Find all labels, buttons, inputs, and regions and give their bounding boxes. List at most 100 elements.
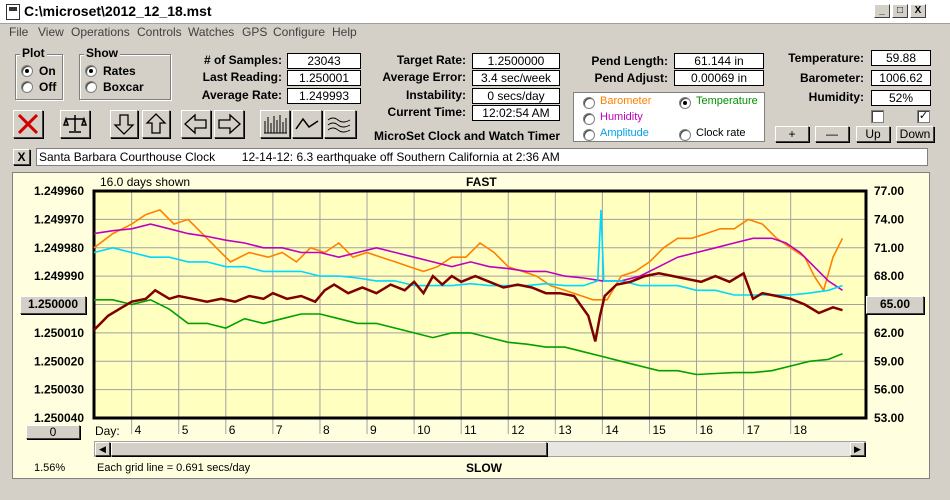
pend-adjust-value: 0.00069 in (674, 70, 764, 86)
line-wave-icon (295, 117, 319, 130)
center-rate-button[interactable]: 1.250000 (20, 296, 86, 314)
x-tick-label: 5 (182, 423, 189, 437)
menu-operations[interactable]: Operations (71, 25, 130, 39)
humidity-label: Humidity: (808, 90, 864, 104)
y-left-tick-label: 1.250030 (34, 383, 84, 397)
average-rate-value: 1.249993 (287, 88, 361, 104)
y-right-tick-label: 56.00 (874, 383, 904, 397)
humidity-radio[interactable] (583, 113, 595, 125)
show-boxcar-radio[interactable] (85, 81, 97, 93)
current-time-label: Current Time: (387, 105, 466, 119)
current-time-value: 12:02:54 AM (472, 105, 560, 121)
x-tick-label: 4 (135, 423, 142, 437)
arrow-down-icon (113, 114, 135, 135)
up-arrow-button[interactable] (142, 110, 170, 138)
instability-value: 0 secs/day (472, 88, 560, 104)
clock-rate-radio[interactable] (679, 129, 691, 141)
x-tick-label: 16 (700, 423, 714, 437)
average-rate-label: Average Rate: (201, 88, 282, 102)
histogram-button[interactable] (260, 110, 290, 138)
checkbox-1[interactable] (871, 110, 884, 123)
menu-controls[interactable]: Controls (137, 25, 182, 39)
menu-help[interactable]: Help (332, 25, 357, 39)
minus-button[interactable]: — (815, 126, 849, 142)
plot-on-label: On (39, 64, 56, 78)
target-rate-value: 1.2500000 (472, 53, 560, 69)
arrow-up-icon (145, 113, 167, 134)
checkbox-2[interactable]: ✓ (917, 110, 930, 123)
show-group-title: Show (84, 46, 120, 60)
days-shown-label: 16.0 days shown (100, 175, 191, 189)
maximize-button[interactable]: □ (892, 4, 908, 18)
minimize-button[interactable]: _ (874, 4, 890, 18)
scroll-right-button[interactable]: ▶ (850, 442, 865, 456)
x-tick-label: 10 (417, 423, 431, 437)
barometer-value: 1006.62 (871, 70, 931, 86)
clear-button[interactable] (13, 110, 43, 138)
menu-bar: File View Operations Controls Watches GP… (0, 24, 950, 42)
x-tick-label: 14 (605, 423, 619, 437)
series-humidity (93, 223, 843, 291)
fast-label: FAST (466, 175, 497, 189)
temperature-value: 59.88 (871, 50, 931, 66)
series-temperature (94, 298, 843, 376)
window-title: C:\microset\2012_12_18.mst (24, 3, 212, 19)
x-tick-label: 7 (276, 423, 283, 437)
amplitude-option-label: Amplitude (600, 127, 649, 139)
barometer-label: Barometer: (799, 71, 864, 85)
y-left-tick-label: 1.249980 (34, 241, 84, 255)
y-left-tick-label: 1.249970 (34, 212, 84, 226)
multi-wave-button[interactable] (324, 110, 356, 138)
scroll-thumb[interactable] (111, 442, 547, 456)
menu-configure[interactable]: Configure (273, 25, 326, 39)
show-rates-radio[interactable] (85, 65, 97, 77)
show-rates-label: Rates (103, 64, 136, 78)
last-reading-value: 1.250001 (287, 70, 361, 86)
balance-button[interactable] (60, 110, 90, 138)
instability-label: Instability: (405, 88, 466, 102)
y-left-tick-label: 1.249990 (34, 269, 84, 283)
up-button[interactable]: Up (856, 126, 890, 142)
close-button[interactable]: X (910, 4, 926, 18)
temperature-radio[interactable] (679, 97, 691, 109)
arrow-left-icon (184, 113, 207, 135)
plot-group-title: Plot (20, 46, 47, 60)
zoom-percent-label: 1.56% (34, 462, 66, 474)
x-tick-label: 11 (464, 423, 477, 437)
app-name-label: MicroSet Clock and Watch Timer (374, 129, 561, 143)
show-boxcar-label: Boxcar (103, 80, 144, 94)
wave-button[interactable] (292, 110, 322, 138)
center-env-button[interactable]: 65.00 (866, 296, 924, 314)
scroll-left-button[interactable]: ◀ (95, 442, 110, 456)
app-icon[interactable] (6, 4, 20, 20)
scale-icon (62, 115, 88, 133)
plot-off-radio[interactable] (21, 81, 33, 93)
series-barometer (93, 208, 844, 301)
target-rate-label: Target Rate: (396, 53, 466, 67)
menu-view[interactable]: View (38, 25, 64, 39)
down-arrow-button[interactable] (110, 110, 138, 138)
note-close-button[interactable]: X (13, 149, 30, 165)
histogram-icon (264, 115, 287, 134)
menu-watches[interactable]: Watches (188, 25, 235, 39)
y-right-tick-label: 53.00 (874, 411, 904, 425)
plot-on-radio[interactable] (21, 65, 33, 77)
plot-off-label: Off (39, 80, 57, 94)
note-field[interactable]: Santa Barbara Courthouse Clock 12-14-12:… (36, 148, 928, 166)
y-left-tick-label: 1.249960 (34, 184, 84, 198)
trace-selector (573, 92, 765, 142)
barometer-option-label: Barometer (600, 95, 652, 107)
down-button[interactable]: Down (896, 126, 934, 142)
clock-rate-option-label: Clock rate (696, 127, 746, 139)
menu-gps[interactable]: GPS (242, 25, 268, 39)
offset-button[interactable]: 0 (26, 425, 80, 439)
temperature-label: Temperature: (788, 51, 864, 65)
right-arrow-button[interactable] (214, 110, 244, 138)
barometer-radio[interactable] (583, 97, 595, 109)
plus-button[interactable]: + (775, 126, 809, 142)
amplitude-radio[interactable] (583, 129, 595, 141)
left-arrow-button[interactable] (181, 110, 211, 138)
grid-note-label: Each grid line = 0.691 secs/day (97, 462, 251, 474)
menu-file[interactable]: File (9, 25, 29, 39)
